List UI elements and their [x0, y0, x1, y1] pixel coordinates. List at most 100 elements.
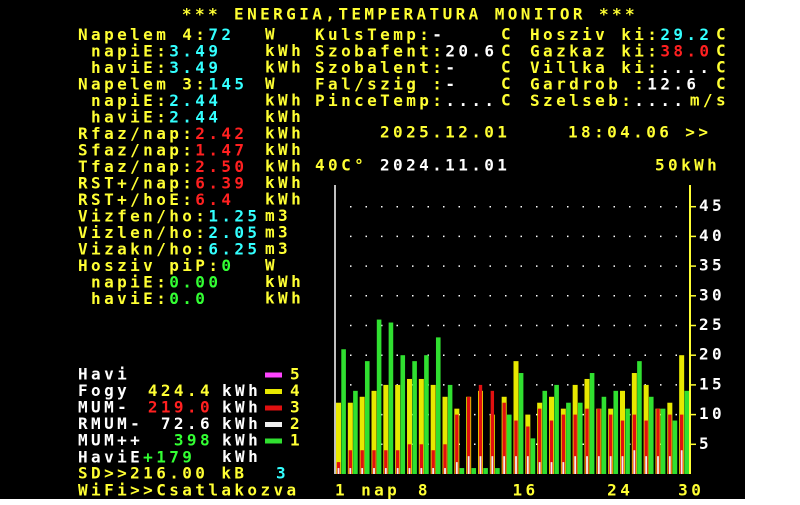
reading-part: napiE: — [78, 272, 169, 291]
bar — [537, 408, 542, 474]
bar — [542, 390, 548, 474]
legend-key: 2 — [290, 414, 303, 433]
bar — [561, 414, 566, 474]
bar — [586, 456, 588, 474]
reading-part: Napelem 3: — [78, 74, 208, 93]
bar — [574, 456, 577, 474]
reading-part: 1.47 — [195, 140, 247, 159]
legend-total: 424.4 — [148, 381, 213, 400]
temp-reading: Hosziv ki:29.2 — [530, 25, 712, 44]
bar — [395, 384, 401, 474]
bar — [447, 384, 453, 474]
reading: haviE:3.49 — [78, 58, 221, 77]
reading-part: haviE: — [78, 58, 169, 77]
legend-unit: kWh — [222, 431, 261, 450]
y-tick-label: 35 — [699, 256, 725, 275]
reading: haviE:2.44 — [78, 107, 221, 126]
bar — [420, 468, 423, 474]
legend-unit: kWh — [222, 398, 261, 417]
temp-unit: C — [501, 91, 514, 110]
bar — [526, 456, 529, 474]
bar — [361, 468, 364, 474]
bar — [656, 408, 660, 474]
bar — [376, 319, 382, 474]
bar — [435, 337, 441, 474]
bar — [412, 361, 417, 474]
bar — [597, 408, 601, 474]
bar — [384, 450, 388, 474]
chart-start-date: 2024.11.01 — [380, 156, 510, 175]
temp-reading-part: 20.6 — [445, 41, 497, 60]
reading-part: napiE: — [78, 41, 169, 60]
bar — [360, 450, 364, 474]
bar — [609, 456, 612, 474]
reading-part: Vizakn/ho: — [78, 239, 208, 258]
temp-reading: PinceTemp:.... — [315, 91, 497, 110]
bar — [515, 456, 517, 474]
unit: W — [265, 74, 278, 93]
bar — [514, 420, 518, 474]
bar — [554, 384, 559, 474]
reading-part: 3.49 — [169, 41, 221, 60]
bar — [668, 414, 672, 474]
legend-swatch — [265, 438, 282, 444]
y-tick-label: 25 — [699, 315, 725, 334]
unit: kWh — [265, 107, 304, 126]
reading: Tfaz/nap:2.50 — [78, 157, 247, 176]
y-tick-label: 10 — [699, 404, 725, 423]
y-tick-label: 20 — [699, 345, 725, 364]
bar — [679, 414, 684, 474]
bar — [348, 450, 353, 474]
bar — [660, 408, 666, 474]
reading-part: 2.44 — [169, 107, 221, 126]
reading: napiE:3.49 — [78, 41, 221, 60]
temp-reading-part: 38.0 — [660, 41, 712, 60]
bar — [384, 468, 387, 474]
legend-swatch — [265, 389, 282, 394]
bar — [483, 468, 488, 474]
reading-part: Sfaz/nap: — [78, 140, 195, 159]
legend-label: RMUM- — [78, 414, 143, 433]
x-tick-label: 30 — [678, 481, 704, 500]
reading-part: Tfaz/nap: — [78, 157, 195, 176]
unit: kWh — [265, 157, 304, 176]
bar — [400, 355, 406, 474]
bar — [506, 414, 512, 474]
reading-part: 72 — [208, 25, 234, 44]
temp-unit: m/s — [690, 91, 729, 110]
reading-part: 0.00 — [169, 272, 221, 291]
temp-unit: C — [501, 74, 514, 93]
bar — [668, 456, 671, 474]
temp-reading-part: Villka ki: — [530, 58, 660, 77]
reading-part: Rfaz/nap: — [78, 124, 195, 143]
temp-reading-part: Szobalent: — [315, 58, 445, 77]
temp-unit: C — [716, 25, 729, 44]
reading: Rfaz/nap:2.42 — [78, 124, 247, 143]
reading-part: 6.4 — [195, 190, 234, 209]
temp-reading-part: Szelseb: — [530, 91, 634, 110]
bar — [601, 396, 607, 474]
temp-reading-part: - — [445, 58, 458, 77]
temp-reading: Szobalent:- — [315, 58, 458, 77]
temp-unit: C — [716, 74, 729, 93]
unit: m3 — [265, 206, 291, 225]
reading-part: 1.25 — [208, 206, 260, 225]
bar — [513, 361, 519, 474]
bar — [577, 402, 583, 474]
reading: haviE:0.0 — [78, 289, 208, 308]
bar — [373, 468, 375, 474]
unit: kWh — [265, 58, 304, 77]
legend-key: 5 — [290, 365, 303, 384]
sd-status: SD>>216.00 kB — [78, 464, 247, 483]
bar — [585, 408, 589, 474]
unit: kWh — [265, 41, 304, 60]
legend-swatch — [265, 372, 282, 378]
bar — [419, 444, 424, 474]
legend-unit: kWh — [222, 414, 261, 433]
legend-unit: kWh — [222, 447, 261, 466]
x-tick-label: 1 nap — [335, 481, 400, 500]
reading-part: 6.25 — [208, 239, 260, 258]
bar — [383, 384, 389, 474]
bar — [353, 390, 358, 474]
